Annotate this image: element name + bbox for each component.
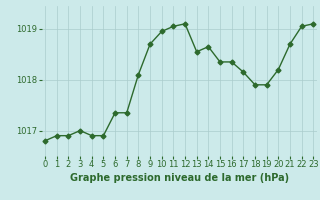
X-axis label: Graphe pression niveau de la mer (hPa): Graphe pression niveau de la mer (hPa) (70, 173, 289, 183)
